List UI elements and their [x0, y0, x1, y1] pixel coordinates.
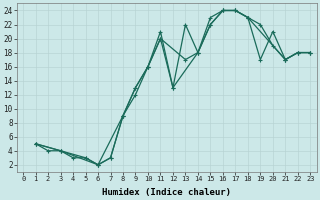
X-axis label: Humidex (Indice chaleur): Humidex (Indice chaleur) — [102, 188, 231, 197]
